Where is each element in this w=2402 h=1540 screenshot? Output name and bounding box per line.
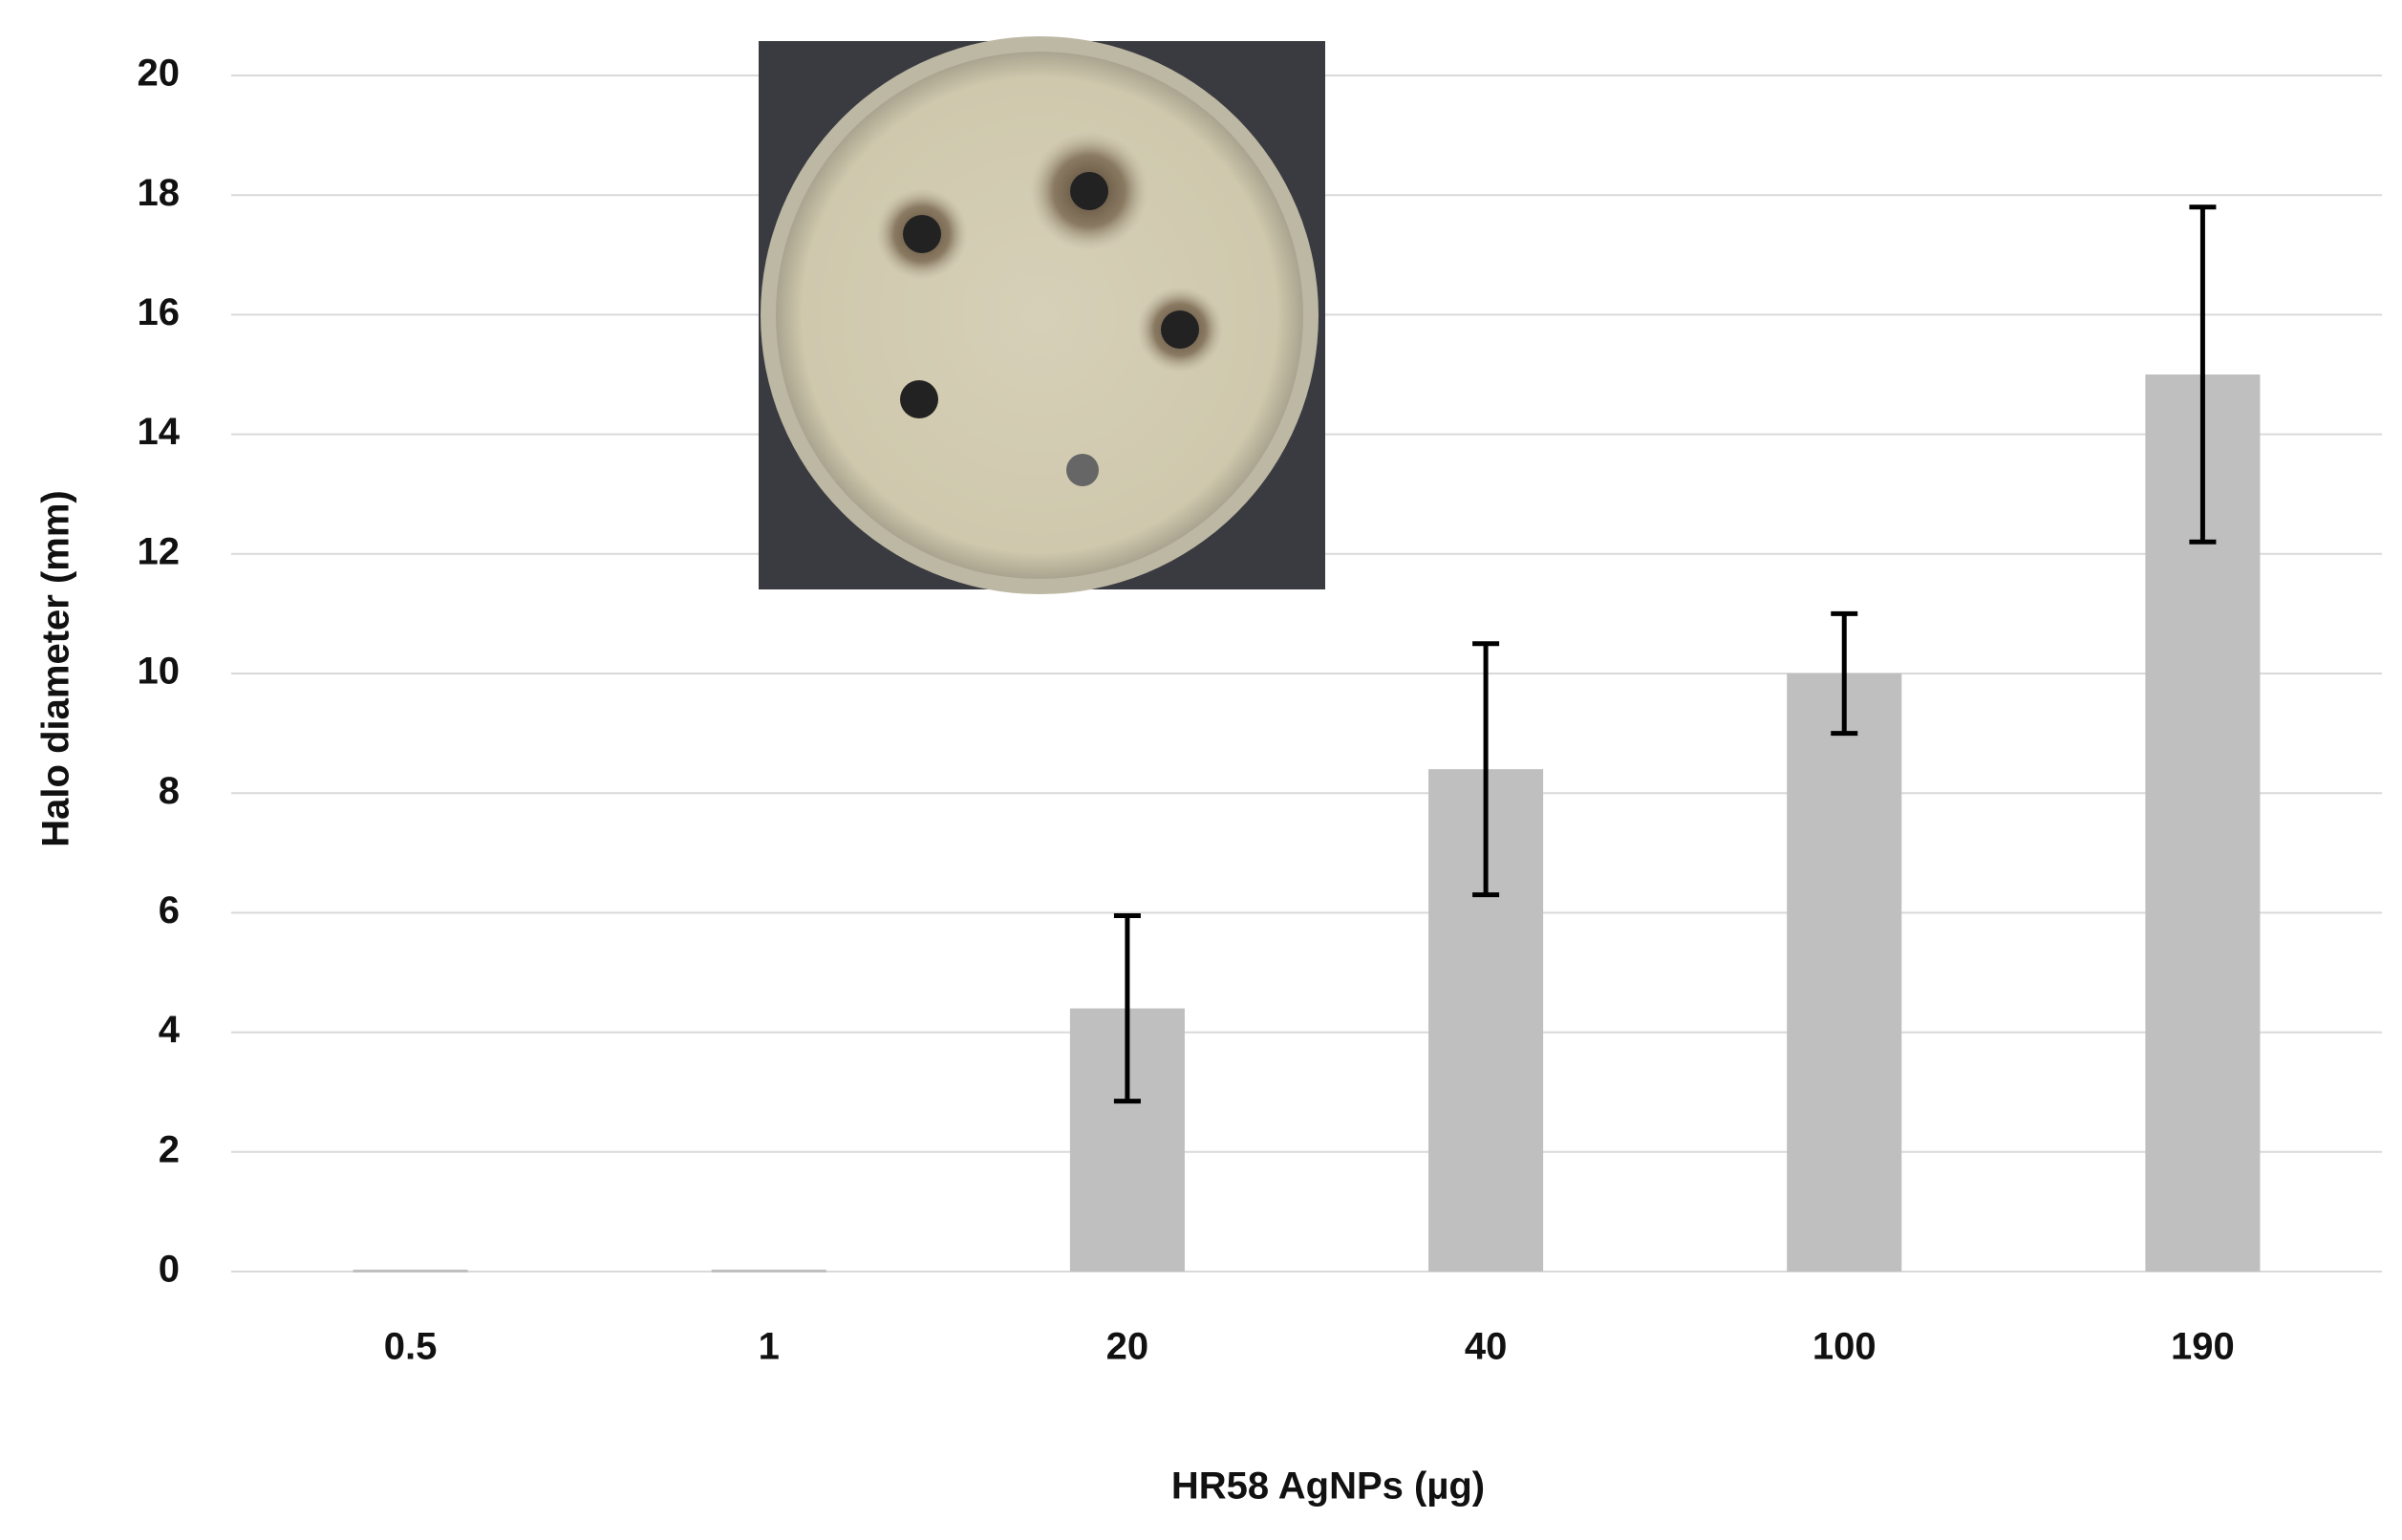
y-tick-label: 18: [138, 172, 181, 214]
y-tick-label: 10: [138, 651, 181, 693]
x-tick-label: 40: [1465, 1326, 1508, 1368]
x-tick-label: 20: [1106, 1326, 1149, 1368]
bar: [1787, 674, 1902, 1272]
y-tick-label: 4: [159, 1009, 181, 1051]
bar: [711, 1270, 826, 1273]
error-bar: [2189, 204, 2217, 545]
y-tick-label: 14: [138, 411, 181, 453]
error-bar: [1113, 913, 1141, 1104]
error-bar: [1831, 610, 1858, 737]
y-tick-label: 16: [138, 291, 181, 333]
x-tick-label: 0.5: [384, 1326, 438, 1368]
y-tick-label: 0: [159, 1249, 180, 1291]
y-tick-label: 8: [159, 770, 180, 812]
inset-photo: [759, 36, 1325, 594]
y-axis-label: Halo diameter (mm): [35, 490, 77, 846]
x-axis-label: HR58 AgNPs (µg): [1171, 1465, 1485, 1508]
bar: [353, 1270, 468, 1273]
y-tick-label: 12: [138, 530, 181, 572]
y-tick-label: 2: [159, 1128, 180, 1170]
x-tick-label: 190: [2171, 1326, 2235, 1368]
x-tick-label: 100: [1812, 1326, 1877, 1368]
x-tick-label: 1: [759, 1326, 780, 1368]
error-bar: [1472, 641, 1500, 898]
y-tick-label: 20: [138, 53, 181, 95]
y-tick-label: 6: [159, 889, 180, 931]
